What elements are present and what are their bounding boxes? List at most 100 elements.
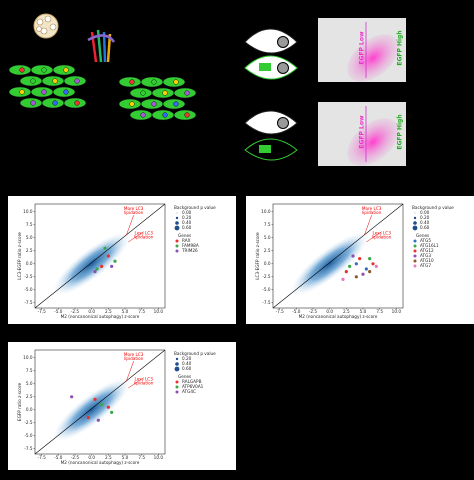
cell-nucleus: [63, 89, 69, 95]
plot-panel: [8, 342, 236, 470]
gene-point: [371, 262, 375, 266]
cell-nucleus: [19, 67, 25, 73]
y-tick-label: 10.0: [23, 355, 33, 360]
identity-line: [272, 203, 404, 309]
gene-point: [113, 259, 117, 263]
cell-nucleus: [74, 78, 80, 84]
gene-point: [106, 254, 110, 258]
y-tick-label: -5.0: [262, 287, 271, 292]
annotation: More LC3: [124, 206, 144, 211]
x-axis-label: M2 (noncanonical autophagy) z-score: [61, 460, 140, 465]
genes-title: Genes: [416, 233, 429, 238]
gene-point: [95, 267, 99, 271]
size-key-label: 0.20: [182, 215, 192, 220]
gene-point: [93, 397, 97, 401]
gene-point: [103, 246, 107, 250]
legend-key: [175, 249, 179, 253]
x-tick-label: 5.0: [122, 455, 129, 460]
genes-title: Genes: [178, 374, 191, 379]
gene-point: [70, 395, 74, 399]
size-key-label: 0.40: [182, 361, 192, 366]
x-tick-label: -7.5: [38, 455, 47, 460]
size-key: [174, 366, 180, 372]
x-tick-label: 0.0: [88, 309, 95, 314]
flow-cloud: [347, 118, 399, 166]
y-tick-label: -2.5: [262, 274, 271, 279]
x-tick-label: 5.0: [122, 309, 129, 314]
size-key: [413, 221, 417, 225]
cell-nucleus: [41, 67, 47, 73]
x-axis-label: M2 (noncanonical autophagy) z-score: [61, 314, 140, 319]
x-tick-label: -5.0: [54, 455, 63, 460]
size-key-label: 0.40: [182, 220, 192, 225]
y-tick-label: 2.5: [26, 394, 33, 399]
y-tick-label: 5.0: [26, 235, 33, 240]
y-tick-label: 10.0: [23, 209, 33, 214]
cell-nucleus: [19, 89, 25, 95]
annotation: lipidation: [134, 381, 154, 386]
y-axis-label: EGFP ratio z-score: [17, 383, 22, 422]
cell-nucleus: [184, 112, 190, 118]
cell-nucleus: [52, 100, 58, 106]
cell-nucleus: [74, 100, 80, 106]
size-key-label: 0.00: [420, 210, 430, 215]
x-tick-label: 10.0: [154, 455, 164, 460]
y-tick-label: 0.0: [26, 407, 33, 412]
legend-key: [413, 254, 417, 258]
annotation: More LC3: [124, 352, 144, 357]
cell-nucleus: [30, 78, 36, 84]
annotation: lipidation: [124, 210, 144, 215]
cell-nucleus: [184, 90, 190, 96]
annotation-arrow: [126, 361, 134, 382]
legend-label: ATG5: [420, 238, 431, 243]
x-tick-label: 5.0: [360, 309, 367, 314]
legend-label: TRIM26: [181, 248, 198, 253]
y-tick-label: -7.5: [262, 300, 271, 305]
annotation: lipidation: [134, 235, 154, 240]
size-key: [174, 225, 180, 231]
gene-point: [351, 254, 355, 258]
size-key: [175, 221, 179, 225]
y-tick-label: 0.0: [26, 261, 33, 266]
x-tick-label: 2.5: [105, 309, 112, 314]
legend-label: ATP6V0A1: [182, 384, 204, 389]
flow-cloud: [347, 34, 399, 82]
cell-nucleus: [52, 78, 58, 84]
y-tick-label: -7.5: [24, 446, 33, 451]
x-tick-label: -5.0: [292, 309, 301, 314]
cell-nucleus: [140, 90, 146, 96]
legend-label: FAM98A: [182, 243, 199, 248]
low-label: EGFP Low: [359, 115, 366, 149]
legend-label: ATG4C: [182, 389, 196, 394]
cell-nucleus: [173, 101, 179, 107]
x-tick-label: 0.0: [88, 455, 95, 460]
size-key-label: 0.60: [182, 366, 192, 371]
y-tick-label: -5.0: [24, 287, 33, 292]
legend-label: ATG16L1: [420, 243, 439, 248]
legend-key: [175, 390, 179, 394]
legend-label: RAX: [182, 238, 191, 243]
cell-nucleus: [151, 101, 157, 107]
x-tick-label: -7.5: [276, 309, 285, 314]
legend-label: ATG3: [420, 253, 431, 258]
gene-point: [86, 416, 90, 420]
cell-nucleus: [129, 101, 135, 107]
gene-point: [368, 257, 372, 261]
x-tick-label: 0.0: [326, 309, 333, 314]
gene-point: [354, 262, 358, 266]
gene-point: [110, 264, 114, 268]
cell-nucleus: [140, 112, 146, 118]
annotation-arrow: [128, 377, 144, 389]
cell-nucleus: [129, 79, 135, 85]
x-tick-label: -2.5: [309, 309, 318, 314]
genes-title: Genes: [178, 233, 191, 238]
high-label: EGFP High: [397, 30, 404, 65]
plot-panel: [8, 196, 236, 324]
annotation: Less LC3: [134, 377, 153, 382]
gene-point: [374, 264, 378, 268]
cell-nucleus: [162, 112, 168, 118]
reporter-cells: [244, 28, 298, 161]
legend-title: Background p value: [412, 205, 454, 210]
annotation-arrow: [366, 231, 382, 243]
plot-frame: [272, 203, 404, 309]
